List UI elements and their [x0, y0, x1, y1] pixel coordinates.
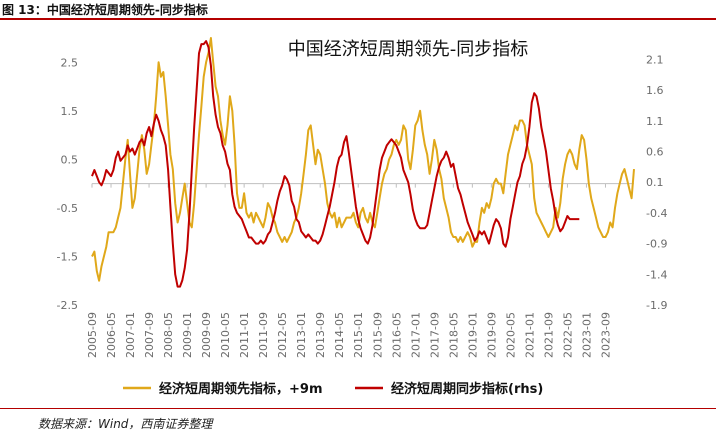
legend-label-1: 经济短周期领先指标，+9m [159, 381, 322, 397]
x-tick-label: 2008-05 [162, 312, 175, 358]
x-tick-label: 2020-05 [504, 312, 517, 358]
y-axis-right: 2.1 1.6 1.1 0.6 0.1 -0.4 -0.9 -1.4 -1.9 [646, 53, 667, 312]
y-right-tick-label: 2.1 [646, 53, 664, 66]
y-right-tick-label: 0.6 [646, 146, 664, 159]
x-tick-label: 2012-05 [276, 312, 289, 358]
y-left-tick-label: -0.5 [57, 202, 78, 215]
y-right-tick-label: 1.6 [646, 84, 664, 97]
x-tick-label: 2017-09 [428, 312, 441, 358]
y-right-tick-label: -0.4 [646, 207, 667, 220]
x-tick-label: 2019-01 [466, 312, 479, 358]
y-left-tick-label: 2.5 [61, 56, 79, 69]
x-tick-label: 2019-09 [485, 312, 498, 358]
footer-rule [0, 408, 716, 409]
y-right-tick-label: 0.1 [646, 176, 664, 189]
x-tick-label: 2022-05 [561, 312, 574, 358]
x-tick-label: 2009-09 [200, 312, 213, 358]
x-tick-label: 2007-01 [124, 312, 137, 358]
y-left-tick-label: -1.5 [57, 250, 78, 263]
x-tick-label: 2018-05 [447, 312, 460, 358]
x-tick-label: 2015-09 [371, 312, 384, 358]
x-tick-label: 2014-05 [333, 312, 346, 358]
y-right-tick-label: -1.9 [646, 299, 667, 312]
x-tick-label: 2013-09 [314, 312, 327, 358]
series-line-2 [91, 40, 580, 288]
figure-title: 图 13：中国经济短周期领先-同步指标 [2, 3, 208, 17]
chart-title: 中国经济短周期领先-同步指标 [288, 39, 529, 60]
x-tick-label: 2011-01 [238, 312, 251, 358]
y-left-tick-label: 1.5 [61, 105, 79, 118]
y-axis-left: 2.5 1.5 0.5 -0.5 -1.5 -2.5 [57, 56, 78, 312]
x-tick-label: 2017-01 [409, 312, 422, 358]
x-tick-label: 2023-01 [580, 312, 593, 358]
x-tick-label: 2016-05 [390, 312, 403, 358]
x-tick-label: 2011-09 [257, 312, 270, 358]
x-tick-label: 2005-09 [86, 312, 99, 358]
x-tick-label: 2023-09 [599, 312, 612, 358]
x-tick-label: 2009-01 [181, 312, 194, 358]
x-tick-label: 2006-05 [105, 312, 118, 358]
legend: 经济短周期领先指标，+9m 经济短周期同步指标(rhs) [123, 381, 543, 397]
y-right-tick-label: 1.1 [646, 115, 664, 128]
x-tick-label: 2015-01 [352, 312, 365, 358]
y-left-tick-label: 0.5 [61, 153, 79, 166]
y-left-tick-label: -2.5 [57, 299, 78, 312]
x-tick-label: 2010-05 [219, 312, 232, 358]
series-lines [91, 37, 635, 288]
x-tick-label: 2021-01 [523, 312, 536, 358]
x-tick-label: 2021-09 [542, 312, 555, 358]
title-rule [0, 18, 716, 20]
x-tick-label: 2007-09 [143, 312, 156, 358]
x-axis: 2005-09 2006-05 2007-01 2007-09 2008-05 2009-… [86, 183, 634, 358]
source-note: 数据来源：Wind，西南证券整理 [38, 417, 213, 431]
series-line-1 [91, 37, 635, 282]
y-right-tick-label: -1.4 [646, 268, 667, 281]
y-right-tick-label: -0.9 [646, 238, 667, 251]
legend-label-2: 经济短周期同步指标(rhs) [391, 381, 543, 397]
x-tick-label: 2013-01 [295, 312, 308, 358]
